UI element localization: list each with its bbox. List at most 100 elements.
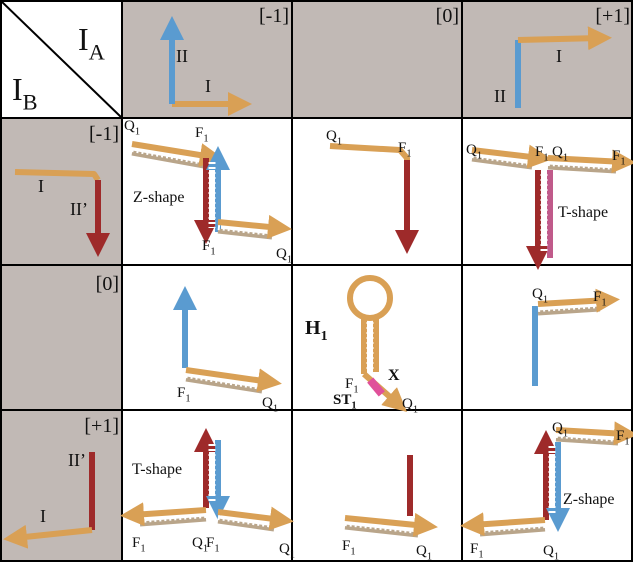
label: Q1: [124, 118, 140, 138]
header-row: [122, 0, 633, 118]
rungs: [547, 159, 617, 170]
label: F1: [470, 541, 484, 561]
label: Q1: [543, 543, 559, 562]
strand: [555, 421, 633, 446]
label: II’: [68, 450, 86, 470]
label: Q1: [552, 420, 568, 440]
label: Z-shape: [133, 189, 185, 206]
label-main: Q: [279, 541, 290, 557]
label-sub: 1: [554, 552, 559, 562]
label-sub: 1: [624, 437, 629, 448]
label-main: Q: [192, 535, 203, 551]
label-sub: 1: [563, 429, 568, 440]
label: [-1]: [89, 123, 119, 145]
label: T-shape: [558, 204, 608, 221]
label-sub: 1: [477, 151, 482, 162]
label: Q1: [416, 543, 432, 562]
strand: [185, 367, 282, 393]
label-main: H: [305, 317, 321, 339]
label: F1: [342, 538, 356, 558]
rungs: [537, 301, 601, 312]
header-col: [0, 118, 122, 562]
label: T-shape: [132, 461, 182, 478]
strand: [460, 512, 546, 537]
label: ST1: [333, 392, 357, 412]
label: F1: [616, 428, 630, 448]
complement: [185, 376, 263, 394]
label-main: F: [535, 144, 543, 160]
label-sub: 1: [203, 544, 208, 555]
complement: [471, 156, 533, 170]
label-main: Q: [276, 246, 287, 262]
stopper: [367, 377, 385, 397]
diagonal: [0, 0, 123, 119]
label-sub: 1: [478, 550, 483, 561]
label-main: Q: [326, 128, 337, 144]
strand: [547, 149, 633, 174]
complement: [555, 436, 619, 446]
label-main: Q: [543, 543, 554, 559]
complement: [217, 228, 273, 240]
rungs: [555, 431, 619, 442]
label-main: Q: [552, 420, 563, 436]
strand: [344, 512, 438, 537]
label-sub: 1: [210, 247, 215, 258]
label-main: F: [206, 535, 214, 551]
label: II: [494, 86, 506, 106]
label-main: F: [398, 140, 406, 156]
label: IB: [12, 71, 38, 115]
label-sub: 1: [563, 153, 568, 164]
label: Q1: [276, 246, 292, 266]
label-sub: A: [89, 40, 105, 65]
label-sub: 1: [287, 255, 292, 266]
label: I: [40, 506, 46, 526]
label-sub: 1: [406, 149, 411, 160]
label: Z-shape: [563, 491, 615, 508]
label: F1: [593, 289, 607, 309]
complement: [139, 516, 207, 527]
label-sub: 1: [620, 157, 625, 168]
label-main: F: [177, 385, 185, 401]
label-main: F: [470, 541, 478, 557]
label-sub: 1: [273, 404, 278, 415]
strand: [131, 141, 224, 167]
label: Q1: [402, 396, 418, 416]
label: F1: [206, 535, 220, 555]
label-sub: 1: [350, 547, 355, 558]
label-sub: 1: [321, 329, 328, 344]
label: Q1: [552, 144, 568, 164]
hairpin-loop: [347, 275, 393, 321]
label: F1: [398, 140, 412, 160]
label: Q1: [279, 541, 295, 561]
strand: [517, 26, 612, 51]
label: [-1]: [259, 5, 289, 27]
strand: [3, 524, 93, 549]
strand: [120, 502, 207, 527]
label: F1: [132, 535, 146, 555]
label: F1: [195, 125, 209, 145]
label-sub: 1: [214, 544, 219, 555]
label-sub: B: [23, 90, 38, 115]
label-main: F: [342, 538, 350, 554]
label-sub: 1: [351, 401, 356, 412]
label: II: [176, 46, 188, 66]
label: F1: [177, 385, 191, 405]
label-sub: 1: [543, 153, 548, 164]
label: [+1]: [84, 415, 119, 437]
label-sub: 1: [135, 127, 140, 138]
label-main: Q: [402, 396, 413, 412]
complement: [344, 524, 419, 538]
label: Q1: [466, 142, 482, 162]
label: [+1]: [595, 5, 630, 27]
label: [0]: [436, 5, 459, 27]
label: F1: [345, 376, 359, 396]
label-main: F: [593, 289, 601, 305]
strand: [217, 214, 292, 239]
label: Q1: [192, 535, 208, 555]
label-sub: 1: [337, 137, 342, 148]
label: F1: [612, 148, 626, 168]
